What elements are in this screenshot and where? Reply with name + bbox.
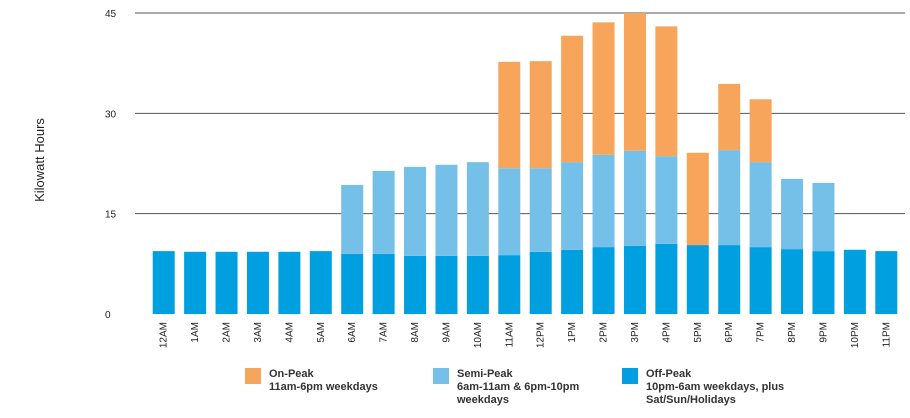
bar-segment <box>843 249 866 314</box>
bar-segment <box>592 154 615 248</box>
bar-segment <box>592 22 615 155</box>
bar-segment <box>529 251 552 314</box>
bar-segment <box>372 170 395 254</box>
bar-segment <box>623 245 646 314</box>
bar-segment <box>215 251 238 314</box>
bar-segment <box>404 255 427 314</box>
bar-segment <box>718 83 741 151</box>
bar-segment <box>561 35 584 163</box>
legend-text: Off-Peak 10pm-6am weekdays, plus Sat/Sun/… <box>646 368 792 407</box>
x-tick-label: 9PM <box>818 322 829 343</box>
bar-segment <box>466 162 489 256</box>
x-tick-label: 4AM <box>284 322 295 343</box>
x-tick-label: 2AM <box>222 322 233 343</box>
bar-segment <box>435 255 458 314</box>
x-tick-label: 8AM <box>410 322 421 343</box>
y-tick-label: 30 <box>105 109 117 120</box>
x-tick-label: 7AM <box>379 322 390 343</box>
bar-segment <box>812 182 835 252</box>
bar-segment <box>246 251 269 314</box>
legend-name: Semi-Peak <box>457 368 513 380</box>
bar-segment <box>749 99 772 163</box>
x-tick-label: 6PM <box>724 322 735 343</box>
legend-description: 11am-6pm weekdays <box>269 381 378 393</box>
bar-segment <box>529 61 552 169</box>
bar-segment <box>781 249 804 314</box>
y-tick-label: 0 <box>105 310 111 321</box>
y-axis-label: Kilowatt Hours <box>32 118 47 202</box>
x-tick-label: 9AM <box>441 322 452 343</box>
bar-segment <box>341 253 364 314</box>
x-tick-label: 2PM <box>599 322 610 343</box>
legend-swatch <box>433 368 449 384</box>
bar-segment <box>749 162 772 248</box>
legend-swatch <box>622 368 638 384</box>
legend-name: On-Peak <box>269 368 314 380</box>
bar-segment <box>655 26 678 157</box>
x-tick-label: 10PM <box>850 322 861 348</box>
bar-segment <box>655 243 678 314</box>
bar-segment <box>718 245 741 314</box>
bar-segment <box>623 150 646 246</box>
x-tick-label: 3AM <box>253 322 264 343</box>
x-tick-label: 7PM <box>756 322 767 343</box>
bar-segment <box>341 184 364 254</box>
y-tick-label: 45 <box>105 9 117 20</box>
bar-segment <box>875 251 898 314</box>
bar-segment <box>498 61 521 169</box>
x-tick-label: 8PM <box>787 322 798 343</box>
x-tick-label: 3PM <box>630 322 641 343</box>
bar-segment <box>466 255 489 314</box>
bar-segment <box>561 249 584 314</box>
bar-segment <box>655 156 678 244</box>
x-tick-label: 11PM <box>881 322 892 347</box>
x-tick-label: 1AM <box>190 322 201 343</box>
bar-segment <box>498 168 521 256</box>
x-tick-label: 5AM <box>316 322 327 343</box>
bar-segment <box>435 164 458 256</box>
x-tick-label: 4PM <box>661 322 672 343</box>
bar-segment <box>592 247 615 314</box>
bar-segment <box>404 166 427 256</box>
bar-segment <box>686 152 709 246</box>
bar-segment <box>372 253 395 314</box>
legend-name: Off-Peak <box>646 368 692 380</box>
bar-segment <box>812 251 835 314</box>
legend-swatch <box>245 368 261 384</box>
legend-text: Semi-Peak 6am-11am & 6pm-10pm weekdays <box>457 368 603 407</box>
bar-segment <box>184 251 207 314</box>
x-tick-label: 1PM <box>567 322 578 343</box>
legend-item: Off-Peak 10pm-6am weekdays, plus Sat/Sun/… <box>622 368 792 407</box>
bar-segment <box>278 251 301 314</box>
legend-description: 10pm-6am weekdays, plus Sat/Sun/Holidays <box>646 381 785 406</box>
x-tick-label: 12PM <box>536 322 547 348</box>
bar-segment <box>529 168 552 252</box>
x-tick-label: 12AM <box>159 322 170 348</box>
x-tick-label: 10AM <box>473 322 484 348</box>
x-tick-label: 11AM <box>504 322 515 347</box>
x-tick-label: 5PM <box>693 322 704 343</box>
bar-segment <box>623 13 646 151</box>
bar-segment <box>718 150 741 246</box>
bar-segment <box>686 245 709 314</box>
bar-segment <box>781 178 804 250</box>
y-tick-label: 15 <box>105 210 117 221</box>
bar-segment <box>561 162 584 250</box>
bar-segment <box>309 251 332 314</box>
legend-description: 6am-11am & 6pm-10pm weekdays <box>457 381 580 406</box>
bar-segment <box>152 251 175 314</box>
bar-segment <box>749 247 772 314</box>
legend-item: Semi-Peak 6am-11am & 6pm-10pm weekdays <box>433 368 603 407</box>
x-tick-label: 6AM <box>347 322 358 343</box>
legend-text: On-Peak 11am-6pm weekdays <box>269 368 415 394</box>
legend-item: On-Peak 11am-6pm weekdays <box>245 368 415 394</box>
chart: Kilowatt Hours 0 15 30 45 12AM 1AM 2AM 3AM 4AM 5A… <box>32 9 905 348</box>
bar-segment <box>498 255 521 314</box>
